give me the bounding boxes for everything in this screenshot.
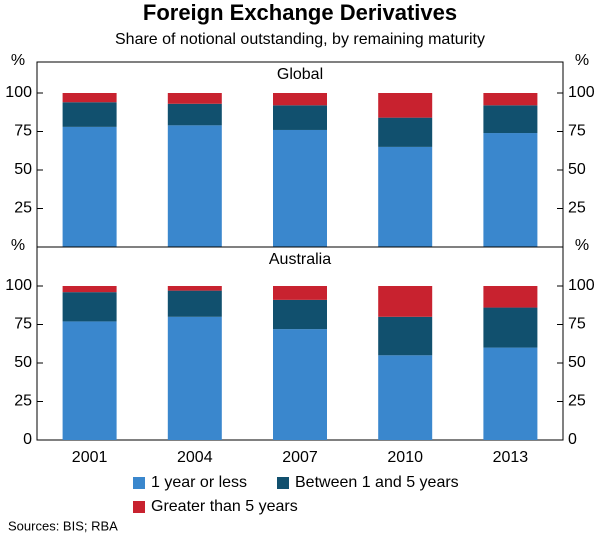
y-tick-label: 50 [14,354,32,371]
y2-tick-label: 25 [568,393,586,410]
bar-segment [483,105,538,134]
y-tick-label: 0 [23,431,32,448]
panel-title: Global [277,66,323,83]
bar-segment [62,292,117,322]
bar-segment [378,355,433,440]
bar-segment [167,93,222,104]
sources: Sources: BIS; RBA [8,518,118,533]
bar-segment [273,105,327,130]
y2-tick-label: 100 [568,84,595,101]
bar-segment [273,286,327,300]
y-tick-label: 75 [14,316,32,333]
bar-segment [62,286,117,293]
bar-segment [167,286,222,291]
y2-tick-label: 50 [568,161,586,178]
legend-label: 1 year or less [151,474,247,491]
bar-segment [62,102,117,127]
panel-title: Australia [269,251,331,268]
bar-segment [378,146,433,247]
bar-segment [167,290,222,317]
y-tick-label: 25 [14,200,32,217]
x-tick-label: 2001 [72,449,108,466]
y-tick-label: 75 [14,123,32,140]
y-tick-label: 50 [14,161,32,178]
y2-tick-label: 25 [568,200,586,217]
bar-segment [378,286,433,317]
y-tick-label: 100 [5,277,32,294]
bar-segment [378,316,433,356]
bar-segment [378,117,433,147]
bar-segment [273,329,327,440]
y-tick-label: 25 [14,393,32,410]
bar-segment [273,129,327,247]
bar-segment [62,321,117,440]
y2-tick-label: 50 [568,354,586,371]
y2-tick-label: 0 [568,431,577,448]
x-tick-label: 2007 [282,449,318,466]
bar-segment [167,125,222,247]
bar-segment [483,93,538,106]
bar-segment [483,307,538,348]
y2-unit: % [575,52,589,69]
bar-segment [273,299,327,330]
bar-segment [483,133,538,247]
bar-segment [62,126,117,247]
y2-unit: % [575,237,589,254]
y-tick-label: 100 [5,84,32,101]
legend-label: Greater than 5 years [151,498,298,515]
x-tick-label: 2004 [177,449,213,466]
legend-swatch [133,501,145,513]
y2-tick-label: 100 [568,277,595,294]
bar-segment [483,286,538,308]
bar-segment [273,93,327,106]
chart-title: Foreign Exchange Derivatives [143,0,457,25]
bar-segment [483,347,538,440]
bar-segment [167,316,222,440]
bar-segment [378,93,433,118]
y2-tick-label: 75 [568,123,586,140]
bar-segment [167,103,222,126]
y-unit: % [11,237,25,254]
y2-tick-label: 75 [568,316,586,333]
x-tick-label: 2010 [387,449,423,466]
legend-swatch [277,477,289,489]
legend-label: Between 1 and 5 years [295,474,459,491]
x-tick-label: 2013 [493,449,529,466]
bar-segment [62,93,117,103]
y-unit: % [11,52,25,69]
legend-swatch [133,477,145,489]
chart-subtitle: Share of notional outstanding, by remain… [115,31,485,48]
